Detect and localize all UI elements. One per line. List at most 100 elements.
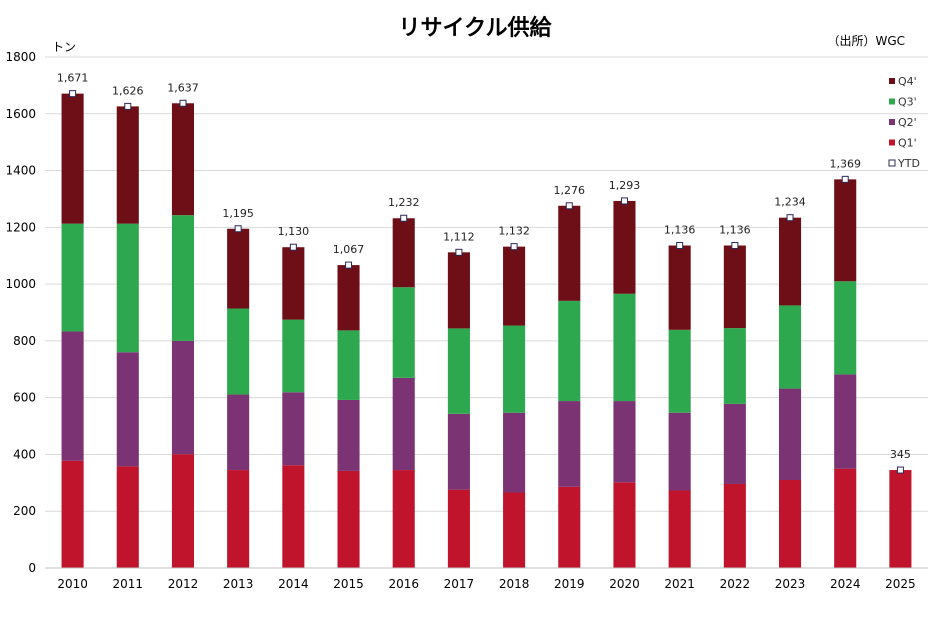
data-label: 1,136 — [664, 224, 696, 237]
bar-segment — [778, 479, 802, 568]
bar-segment — [392, 470, 415, 568]
bar-segment — [392, 218, 415, 288]
bar-segment — [668, 329, 691, 413]
data-label: 1,637 — [167, 81, 199, 94]
bar-segment — [889, 470, 912, 568]
bar-segment — [171, 340, 195, 455]
ytd-marker — [455, 248, 463, 256]
legend-label: Q3' — [898, 96, 917, 109]
ytd-marker — [124, 102, 132, 110]
y-tick-label: 1800 — [5, 50, 36, 64]
data-label: 1,232 — [388, 196, 420, 209]
x-tick-label: 2023 — [775, 577, 806, 591]
bar-segment — [61, 460, 84, 568]
bar-segment — [503, 246, 526, 326]
bar-segment — [337, 265, 360, 331]
source-note: （出所）WGC — [827, 34, 905, 48]
y-axis-ticks: 0 200 400 600 800 1000 1200 1400 1600 1800 — [5, 50, 36, 575]
legend-label: Q2' — [898, 116, 917, 129]
x-tick-label: 2022 — [720, 577, 751, 591]
y-axis-unit: トン — [52, 40, 76, 54]
x-tick-label: 2012 — [168, 577, 199, 591]
bar-segment — [558, 300, 581, 402]
bar-segment — [613, 401, 636, 483]
ytd-marker — [565, 202, 573, 210]
bar-segment — [227, 394, 250, 471]
x-tick-label: 2020 — [609, 577, 640, 591]
bar-segment — [392, 287, 415, 378]
bar-segment — [778, 388, 802, 480]
data-labels: 1,671 1,626 1,637 1,195 1,130 1,067 1,232 1,112… — [57, 72, 911, 461]
bar-segment — [723, 483, 746, 568]
bar-segment — [116, 106, 139, 224]
bar-segment — [723, 328, 746, 404]
bar-segment — [337, 399, 360, 471]
data-label: 1,112 — [443, 230, 475, 243]
ytd-markers — [69, 90, 904, 474]
bar-segment — [61, 331, 84, 461]
bar-segment — [668, 412, 691, 491]
data-label: 1,195 — [222, 207, 254, 220]
bar-segment — [503, 412, 526, 493]
y-tick-label: 400 — [13, 447, 36, 461]
bar-segment — [723, 403, 746, 484]
ytd-marker — [510, 243, 518, 251]
y-tick-label: 1000 — [5, 277, 36, 291]
y-tick-label: 600 — [13, 391, 36, 405]
bar-segment — [392, 377, 415, 471]
bar-segment — [558, 486, 581, 568]
x-tick-label: 2021 — [664, 577, 695, 591]
data-label: 1,130 — [278, 225, 310, 238]
bar-segment — [834, 179, 857, 282]
bar-segment — [834, 374, 857, 469]
bar-segment — [613, 482, 636, 568]
x-tick-label: 2017 — [444, 577, 475, 591]
bar-segment — [337, 330, 360, 400]
bar-segment — [282, 319, 305, 393]
data-label: 1,234 — [774, 196, 806, 209]
bar-segment — [61, 223, 84, 332]
y-tick-label: 1200 — [5, 220, 36, 234]
y-tick-label: 1600 — [5, 107, 36, 121]
chart-title: リサイクル供給 — [399, 15, 553, 41]
bar-segment — [116, 223, 139, 353]
bar-segment — [613, 200, 636, 294]
legend-swatch — [889, 78, 895, 84]
bar-segment — [723, 245, 746, 329]
bar-segment — [447, 252, 470, 329]
x-tick-label: 2014 — [278, 577, 309, 591]
y-tick-label: 1400 — [5, 164, 36, 178]
ytd-marker — [345, 261, 353, 269]
data-label: 1,276 — [554, 184, 586, 197]
ytd-marker — [620, 197, 628, 205]
bar-segment — [61, 93, 84, 224]
legend-swatch — [889, 139, 895, 146]
bar-stacks — [61, 93, 912, 568]
ytd-marker — [289, 243, 297, 251]
legend-marker-ytd — [888, 159, 896, 167]
legend-label: Q4' — [898, 75, 917, 88]
legend-swatch — [889, 98, 895, 105]
bar-segment — [613, 293, 636, 402]
bar-segment — [282, 392, 305, 466]
bar-segment — [834, 281, 857, 375]
data-label: 1,626 — [112, 84, 144, 97]
bar-segment — [227, 470, 250, 568]
bar-segment — [558, 205, 581, 301]
data-label: 1,132 — [498, 225, 530, 238]
x-tick-label: 2013 — [223, 577, 254, 591]
bar-segment — [116, 352, 139, 467]
bar-segment — [447, 413, 470, 490]
bar-segment — [171, 215, 195, 341]
bar-segment — [503, 325, 526, 413]
bar-segment — [503, 492, 526, 568]
x-tick-label: 2016 — [388, 577, 419, 591]
bar-segment — [778, 305, 802, 389]
x-tick-label: 2010 — [57, 577, 88, 591]
bar-segment — [227, 228, 250, 309]
data-label: 1,671 — [57, 72, 89, 85]
bar-segment — [337, 470, 360, 568]
ytd-marker — [841, 175, 849, 183]
bar-segment — [171, 103, 195, 216]
